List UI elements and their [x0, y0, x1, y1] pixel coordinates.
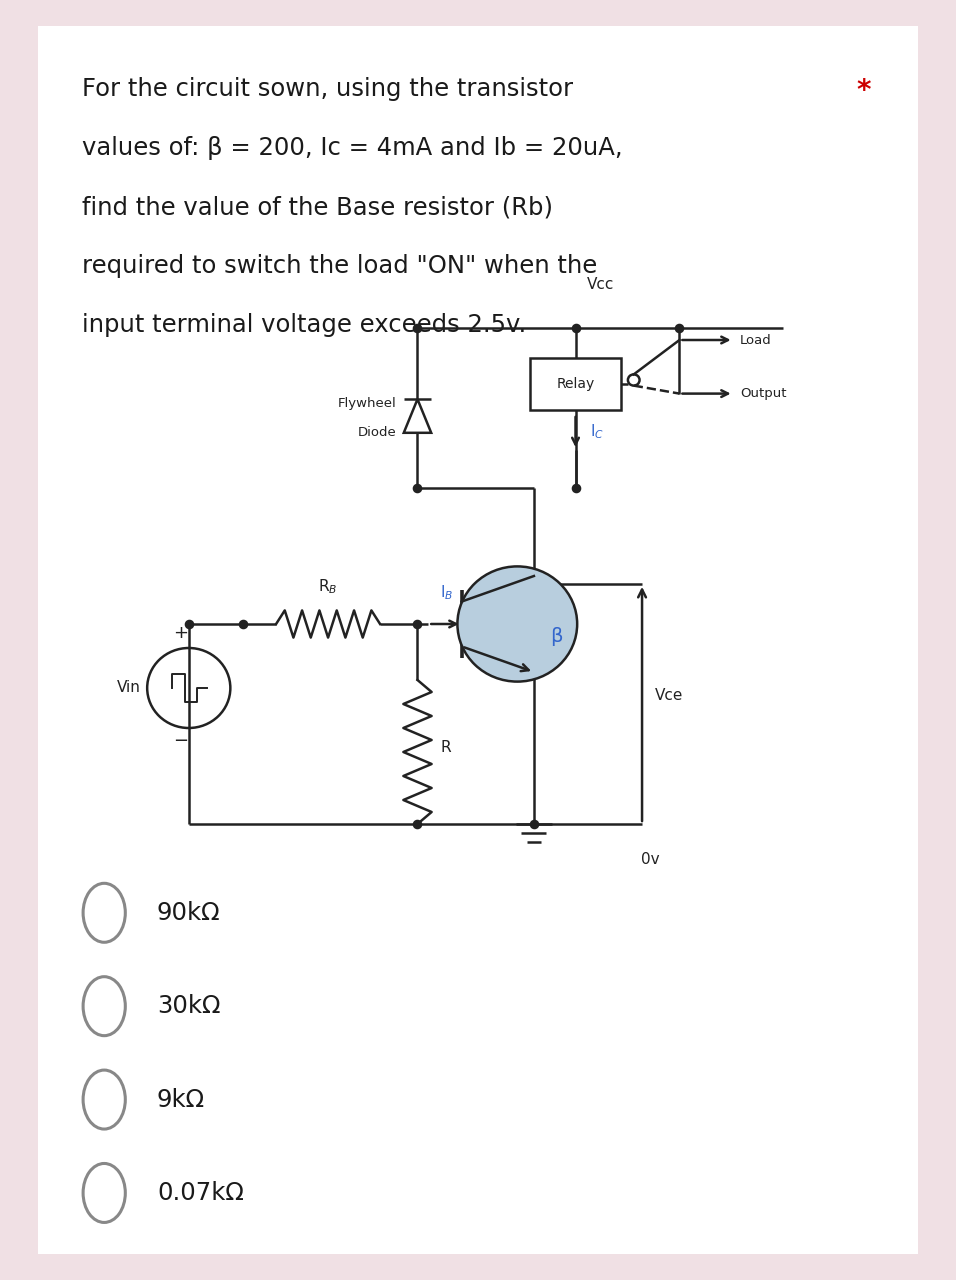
Text: β: β	[551, 626, 563, 645]
Text: required to switch the load "ON" when the: required to switch the load "ON" when th…	[82, 255, 598, 278]
Point	[568, 477, 583, 498]
Point	[181, 613, 196, 634]
Text: *: *	[857, 77, 871, 105]
Text: Relay: Relay	[556, 378, 595, 390]
FancyBboxPatch shape	[30, 13, 926, 1267]
Text: 0v: 0v	[641, 852, 660, 867]
Text: Vcc: Vcc	[587, 276, 614, 292]
Point	[410, 317, 425, 338]
Text: For the circuit sown, using the transistor: For the circuit sown, using the transist…	[82, 77, 574, 101]
Text: Vin: Vin	[117, 681, 141, 695]
Point	[410, 814, 425, 835]
Text: values of: β = 200, Ic = 4mA and Ib = 20uA,: values of: β = 200, Ic = 4mA and Ib = 20…	[82, 136, 623, 160]
Point	[526, 814, 541, 835]
Text: Load: Load	[740, 334, 771, 347]
Point	[568, 317, 583, 338]
Text: 90kΩ: 90kΩ	[157, 901, 221, 924]
Circle shape	[457, 566, 577, 681]
Text: Diode: Diode	[358, 425, 397, 439]
Text: Output: Output	[740, 387, 787, 401]
Text: +: +	[173, 623, 188, 641]
Text: Vce: Vce	[655, 689, 683, 704]
Text: Flywheel: Flywheel	[337, 398, 397, 411]
Text: −: −	[173, 732, 188, 750]
Text: 30kΩ: 30kΩ	[157, 995, 221, 1018]
Point	[410, 477, 425, 498]
Point	[410, 613, 425, 634]
Text: input terminal voltage exceeds 2.5v.: input terminal voltage exceeds 2.5v.	[82, 314, 527, 337]
FancyBboxPatch shape	[530, 358, 621, 410]
Point	[235, 613, 250, 634]
Text: R$_B$: R$_B$	[318, 577, 337, 596]
Text: 0.07kΩ: 0.07kΩ	[157, 1181, 244, 1204]
Point	[672, 317, 687, 338]
Text: I$_B$: I$_B$	[440, 582, 453, 602]
Text: R: R	[441, 741, 451, 755]
Text: find the value of the Base resistor (Rb): find the value of the Base resistor (Rb)	[82, 195, 554, 219]
Text: 9kΩ: 9kΩ	[157, 1088, 206, 1111]
Text: I$_C$: I$_C$	[591, 422, 604, 442]
